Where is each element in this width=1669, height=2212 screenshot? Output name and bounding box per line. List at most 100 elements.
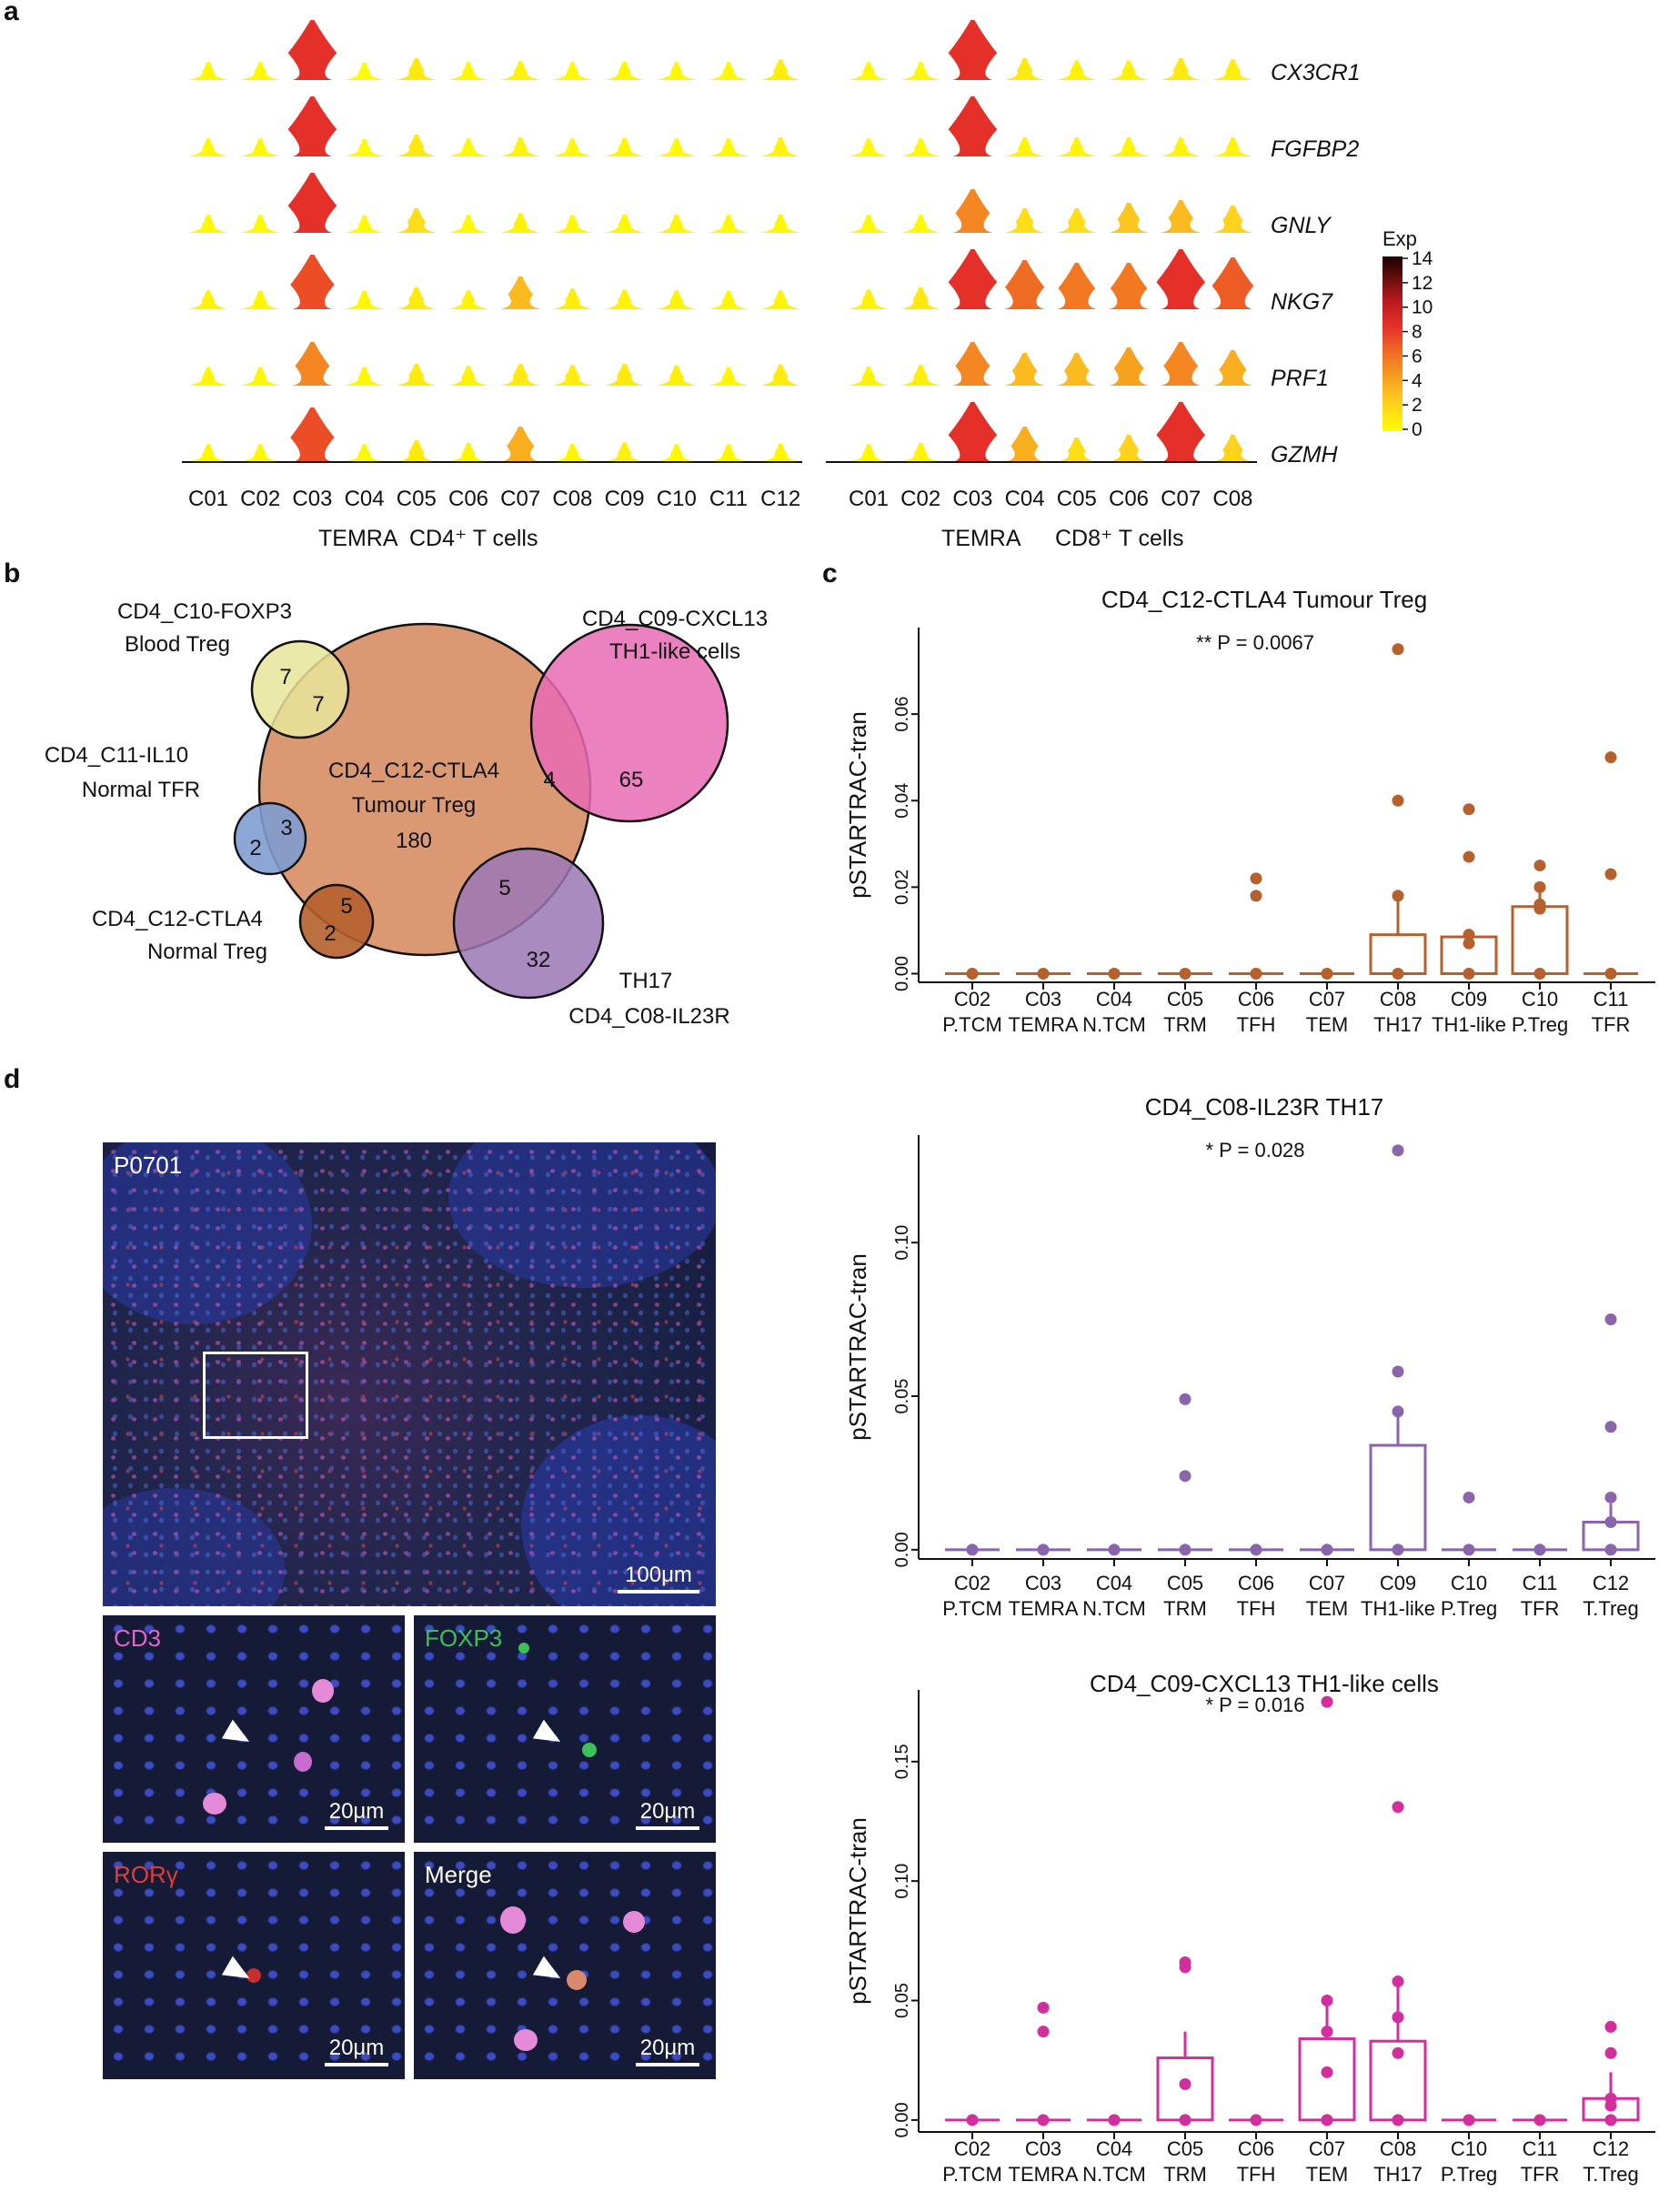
violin-cd4-GNLY-C12: [760, 214, 801, 233]
x-tick-cluster: C06: [1238, 988, 1274, 1010]
data-point: [966, 1543, 979, 1556]
venn-normal-tfr-subtitle: Normal TFR: [82, 778, 200, 802]
violin-cd4-FGFBP2-C04: [344, 138, 385, 156]
x-tick-cluster: C12: [1593, 2137, 1629, 2160]
cd8-cluster-label: C05: [1057, 487, 1097, 511]
x-tick-celltype: TEM: [1306, 2163, 1348, 2186]
violin-cd4-NKG7-C07: [500, 276, 541, 309]
violin-cd4-NKG7-C11: [709, 290, 749, 309]
x-tick-cluster: C09: [1451, 988, 1487, 1010]
violin-cd4-GNLY-C11: [709, 215, 749, 233]
panel-letter-b: b: [4, 558, 20, 588]
gene-label-NKG7: NKG7: [1271, 289, 1333, 315]
violin-cd4-CX3CR1-C10: [656, 62, 697, 80]
venn-tumour-treg-title: CD4_C12-CTLA4: [328, 759, 499, 783]
x-tick-cluster: C11: [1523, 2137, 1558, 2160]
violin-cd4-CX3CR1-C02: [240, 62, 281, 80]
data-point: [1321, 1543, 1333, 1556]
chart-title: CD4_C08-IL23R TH17: [1145, 1093, 1384, 1121]
data-point: [1604, 1491, 1617, 1503]
violin-cd4-FGFBP2-C07: [500, 137, 541, 156]
x-tick-cluster: C10: [1451, 2137, 1487, 2160]
violin-cd4-GNLY-C02: [240, 215, 281, 233]
violin-cd4-PRF1-C04: [344, 367, 385, 386]
data-point: [1179, 2077, 1191, 2090]
cd4-cluster-label: C07: [500, 487, 540, 511]
violin-cd4-PRF1-C07: [500, 364, 541, 386]
x-tick-celltype: P.TCM: [942, 1597, 1002, 1620]
violin-cd8-FGFBP2-C05: [1056, 137, 1097, 156]
chart-title: CD4_C09-CXCL13 TH1-like cells: [1090, 1670, 1439, 1697]
cd8-cluster-label: C04: [1005, 487, 1045, 511]
x-tick-cluster: C03: [1025, 2137, 1061, 2160]
venn-th1-outer-count: 65: [619, 768, 644, 792]
cd8-cluster-label: C08: [1212, 487, 1252, 511]
violin-cd4-GZMH-C09: [604, 442, 645, 462]
violin-cd4-CX3CR1-C06: [448, 62, 488, 80]
data-point: [1392, 1801, 1404, 1814]
violin-cd4-GZMH-C01: [188, 444, 228, 462]
x-tick-celltype: TEM: [1306, 1597, 1348, 1620]
violin-cd4-PRF1-C06: [448, 366, 488, 386]
violin-cd4-GNLY-C05: [396, 208, 437, 233]
violin-plot: [188, 20, 1254, 462]
arrowhead-icon: [532, 1719, 567, 1752]
gene-label-FGFBP2: FGFBP2: [1271, 136, 1359, 162]
data-point: [1037, 2114, 1050, 2127]
x-tick-cluster: C10: [1522, 988, 1558, 1010]
violin-cd8-PRF1-C02: [900, 365, 941, 386]
cd8-cluster-label: C07: [1161, 487, 1201, 511]
violin-cd8-NKG7-C07: [1156, 249, 1205, 309]
violin-cd8-GNLY-C02: [900, 215, 941, 233]
violin-cd4-PRF1-C12: [760, 364, 801, 386]
venn-circle-th1-like: [529, 623, 729, 823]
data-point: [1604, 967, 1617, 980]
zoom-box: [203, 1352, 308, 1439]
arrowhead-icon: [532, 1956, 567, 1988]
scale-bar-cd3: 20μm: [325, 1799, 388, 1830]
data-point: [1533, 2114, 1546, 2127]
x-tick-cluster: C09: [1380, 1572, 1416, 1594]
violin-cd8-CX3CR1-C01: [849, 62, 889, 80]
venn-th17-overlap-count: 5: [498, 876, 510, 900]
data-point: [1463, 2114, 1475, 2127]
cell-red-1: [246, 1968, 261, 1983]
cd4-cluster-label: C12: [760, 487, 800, 511]
data-point: [1250, 1543, 1262, 1556]
inset-merge: Merge 20μm: [414, 1852, 716, 2079]
cell-merge-2: [623, 1911, 645, 1933]
violin-cd4-PRF1-C09: [604, 364, 645, 386]
violin-cd4-FGFBP2-C10: [656, 138, 697, 156]
y-tick-label: 0.00: [892, 1532, 912, 1567]
gene-label-CX3CR1: CX3CR1: [1271, 60, 1361, 85]
violin-cd8-NKG7-C05: [1056, 263, 1097, 309]
data-point: [1392, 967, 1404, 980]
cell-bright-3: [294, 1752, 312, 1772]
gene-label-GNLY: GNLY: [1271, 213, 1332, 238]
violin-cd4-CX3CR1-C07: [500, 61, 541, 80]
data-point: [1392, 1144, 1404, 1157]
inset-label-cd3: CD3: [114, 1624, 162, 1652]
sample-label: P0701: [114, 1151, 183, 1179]
chart-tumour-treg: CD4_C12-CTLA4 Tumour Treg ** P = 0.0067 0.…: [844, 586, 1655, 1036]
data-point: [1392, 2114, 1404, 2127]
x-tick-cluster: C07: [1309, 2137, 1345, 2160]
x-tick-celltype: TEMRA: [1009, 1597, 1079, 1620]
violin-cd8-CX3CR1-C05: [1056, 60, 1097, 80]
violin-cd4-CX3CR1-C12: [760, 59, 801, 80]
y-tick-label: 0.05: [892, 1379, 912, 1414]
data-point: [966, 967, 979, 980]
x-tick-cluster: C04: [1096, 988, 1132, 1010]
data-point: [1392, 794, 1404, 807]
x-tick-cluster: C12: [1593, 1572, 1629, 1594]
venn-labels: CD4_C12-CTLA4 Tumour Treg 180 CD4_C10-FO…: [45, 599, 768, 1029]
x-tick-cluster: C06: [1238, 1572, 1274, 1594]
violin-cd4-NKG7-C09: [604, 289, 645, 309]
data-point: [1463, 1543, 1475, 1556]
arrowhead-icon: [221, 1719, 256, 1752]
data-point: [1604, 2114, 1617, 2127]
x-tick-cluster: C05: [1167, 2137, 1203, 2160]
x-tick-celltype: P.TCM: [942, 2163, 1002, 2186]
bar-C09: [1369, 1443, 1427, 1552]
